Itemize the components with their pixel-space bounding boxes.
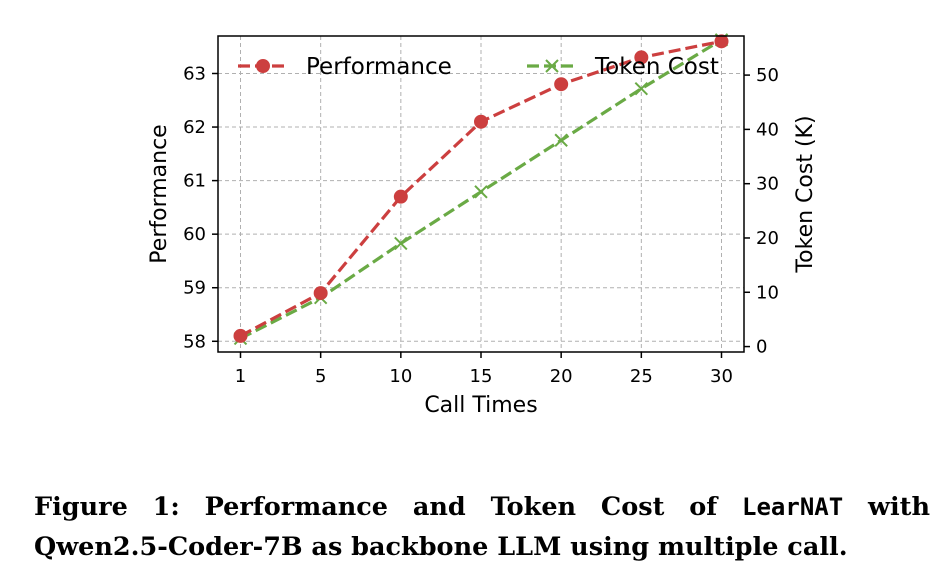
marker-stroke [474, 185, 488, 199]
performance-point [233, 328, 248, 343]
performance-point [634, 50, 649, 65]
y-tick-label: 63 [183, 63, 206, 84]
y2-tick-label: 40 [756, 119, 779, 140]
marker-stroke [394, 236, 408, 251]
token-cost-point [394, 236, 408, 251]
x-tick-label: 1 [235, 366, 246, 387]
figure-caption: Figure 1: Performance and Token Cost of … [34, 487, 930, 567]
legend-label-token-cost: Token Cost [594, 54, 719, 80]
performance-point [313, 286, 328, 301]
token-cost-line [239, 38, 723, 340]
x-tick-label: 10 [389, 366, 412, 387]
performance-point [393, 189, 408, 204]
token-cost-point [634, 81, 649, 96]
x-tick-label: 5 [315, 366, 326, 387]
token-cost-point [474, 185, 488, 199]
grid [218, 36, 744, 352]
caption-prefix: Figure 1: Performance and Token Cost of [34, 492, 743, 522]
legend: Performance Token Cost [238, 54, 719, 80]
token-cost-point [554, 133, 568, 147]
y2-tick-label: 10 [756, 282, 779, 303]
y2-tick-label: 50 [756, 65, 779, 86]
series-layer [233, 33, 729, 346]
y2-tick-label: 30 [756, 174, 779, 195]
x-tick-label: 25 [630, 366, 653, 387]
y-tick-label: 59 [183, 278, 206, 299]
marker-stroke [545, 59, 559, 73]
left-y-axis: 58 59 60 61 62 63 [183, 63, 218, 352]
y-tick-label: 62 [183, 117, 206, 138]
performance-point [474, 114, 488, 129]
y-tick-label: 58 [183, 331, 206, 352]
x-tick-label: 20 [550, 366, 573, 387]
y2-tick-label: 0 [756, 337, 767, 358]
x-tick-label: 30 [710, 366, 733, 387]
x-tick-label: 15 [470, 366, 493, 387]
performance-point [554, 77, 569, 92]
caption-method-name: LearNAT [742, 493, 844, 521]
y-tick-label: 60 [183, 224, 206, 245]
marker-stroke [554, 133, 568, 147]
y-tick-label: 61 [183, 171, 206, 192]
right-y-axis-label: Token Cost (K) [793, 115, 818, 273]
left-y-axis-label: Performance [147, 124, 172, 263]
legend-marker-performance [256, 59, 270, 73]
legend-label-performance: Performance [306, 54, 452, 80]
x-axis-label: Call Times [424, 393, 537, 418]
legend-marker-token-cost [545, 59, 559, 73]
performance-point [714, 34, 729, 49]
marker-stroke [634, 81, 649, 96]
right-y-axis: 0 10 20 30 40 50 [744, 65, 779, 358]
y2-tick-label: 20 [756, 228, 779, 249]
caption-suffix: with Qwen2.5-Coder-7B as backbone LLM us… [34, 492, 930, 562]
x-axis: 1 5 10 15 20 25 30 [235, 352, 733, 387]
